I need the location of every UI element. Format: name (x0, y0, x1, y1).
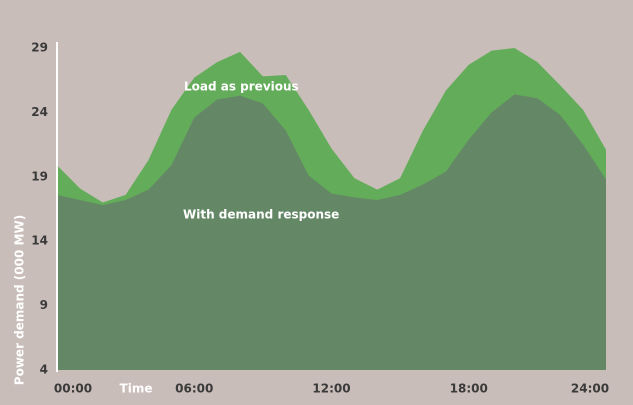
y-tick-label: 9 (40, 298, 48, 312)
y-tick-label: 24 (31, 105, 48, 119)
series-label: With demand response (183, 208, 339, 222)
y-axis-label: Power demand (000 MW) (13, 215, 27, 385)
y-tick-label: 14 (31, 234, 48, 248)
x-axis-label: Time (120, 382, 153, 396)
x-tick-label: 06:00 (175, 382, 213, 396)
x-tick-label: 24:00 (571, 382, 609, 396)
x-tick-label: 12:00 (312, 382, 350, 396)
y-tick-label: 19 (31, 169, 48, 183)
x-tick-label: 00:00 (54, 382, 92, 396)
y-tick-label: 4 (40, 363, 48, 377)
y-tick-label: 29 (31, 41, 48, 55)
x-tick-label: 18:00 (450, 382, 488, 396)
series-label: Load as previous (184, 80, 299, 94)
area (57, 94, 606, 371)
